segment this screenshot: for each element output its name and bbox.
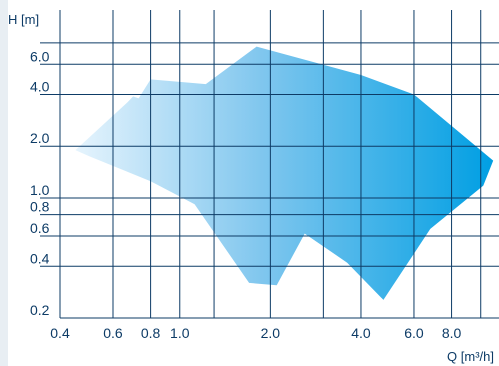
x-tick-label: 0.6 [103,325,123,341]
x-tick-label: 2.0 [261,325,281,341]
y-tick-label: 4.0 [30,79,50,95]
x-tick-label: 0.8 [141,325,161,341]
x-tick-label: 0.4 [50,325,70,341]
x-tick-label: 4.0 [351,325,371,341]
x-tick-label: 8.0 [442,325,462,341]
x-axis-title: Q [m³/h] [447,349,494,364]
y-tick-label: 0.6 [30,220,50,236]
left-strip [0,0,8,366]
y-tick-label: 0.8 [30,199,50,215]
y-tick-label: 6.0 [30,48,50,64]
tick-labels: 0.4 0.6 0.8 1.0 2.0 4.0 6.0 8.00.20.40.60.81.02… [30,48,462,341]
y-tick-label: 0.4 [30,250,50,266]
y-tick-label: 2.0 [30,130,50,146]
x-tick-label: 1.0 [170,325,190,341]
y-tick-label: 1.0 [30,182,50,198]
y-axis-title: H [m] [8,12,39,27]
grid [40,10,499,319]
y-tick-label: 0.2 [30,302,50,318]
x-tick-label: 6.0 [404,325,424,341]
performance-envelope-area [75,46,494,300]
